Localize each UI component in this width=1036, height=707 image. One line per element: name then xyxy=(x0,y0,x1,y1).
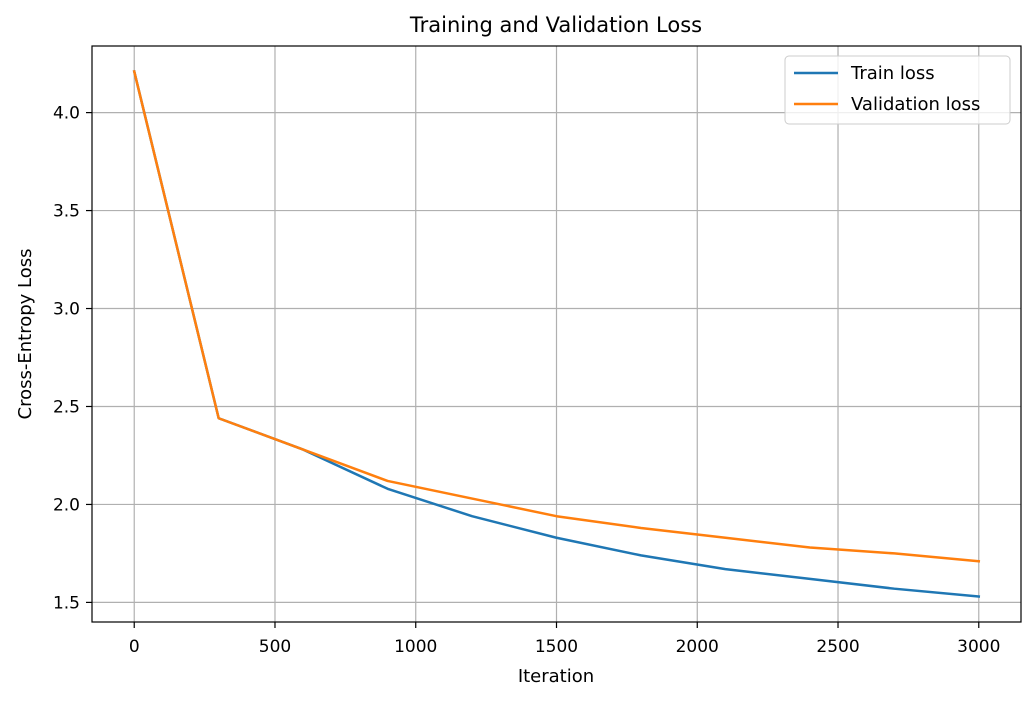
y-tick-label: 2.0 xyxy=(53,495,80,515)
y-tick-label: 4.0 xyxy=(53,104,80,124)
legend-label-train-loss: Train loss xyxy=(850,63,935,84)
y-axis-label: Cross-Entropy Loss xyxy=(15,249,36,420)
y-axis-ticks: 1.5 2.0 2.5 3.0 3.5 4.0 xyxy=(53,104,92,613)
chart-title: Training and Validation Loss xyxy=(409,13,702,37)
x-tick-label: 1500 xyxy=(535,637,578,657)
x-tick-label: 1000 xyxy=(394,637,437,657)
legend-label-validation-loss: Validation loss xyxy=(851,94,980,115)
series-line-validation-loss xyxy=(132,69,981,563)
x-tick-label: 0 xyxy=(129,637,140,657)
legend-frame xyxy=(784,55,1011,125)
grid-layer xyxy=(92,46,1021,622)
y-tick-label: 2.5 xyxy=(53,397,80,417)
x-axis-ticks: 0 500 1000 1500 2000 2500 3000 xyxy=(129,622,1000,657)
x-tick-label: 2000 xyxy=(676,637,719,657)
y-tick-label: 3.0 xyxy=(53,300,80,320)
x-tick-label: 500 xyxy=(259,637,291,657)
y-tick-label: 1.5 xyxy=(53,593,80,613)
y-tick-label: 3.5 xyxy=(53,202,80,222)
x-axis-label: Iteration xyxy=(518,666,594,687)
series-layer xyxy=(132,69,981,598)
x-tick-label: 2500 xyxy=(816,637,859,657)
x-tick-label: 3000 xyxy=(957,637,1000,657)
legend: Train loss Validation loss xyxy=(784,55,1011,125)
